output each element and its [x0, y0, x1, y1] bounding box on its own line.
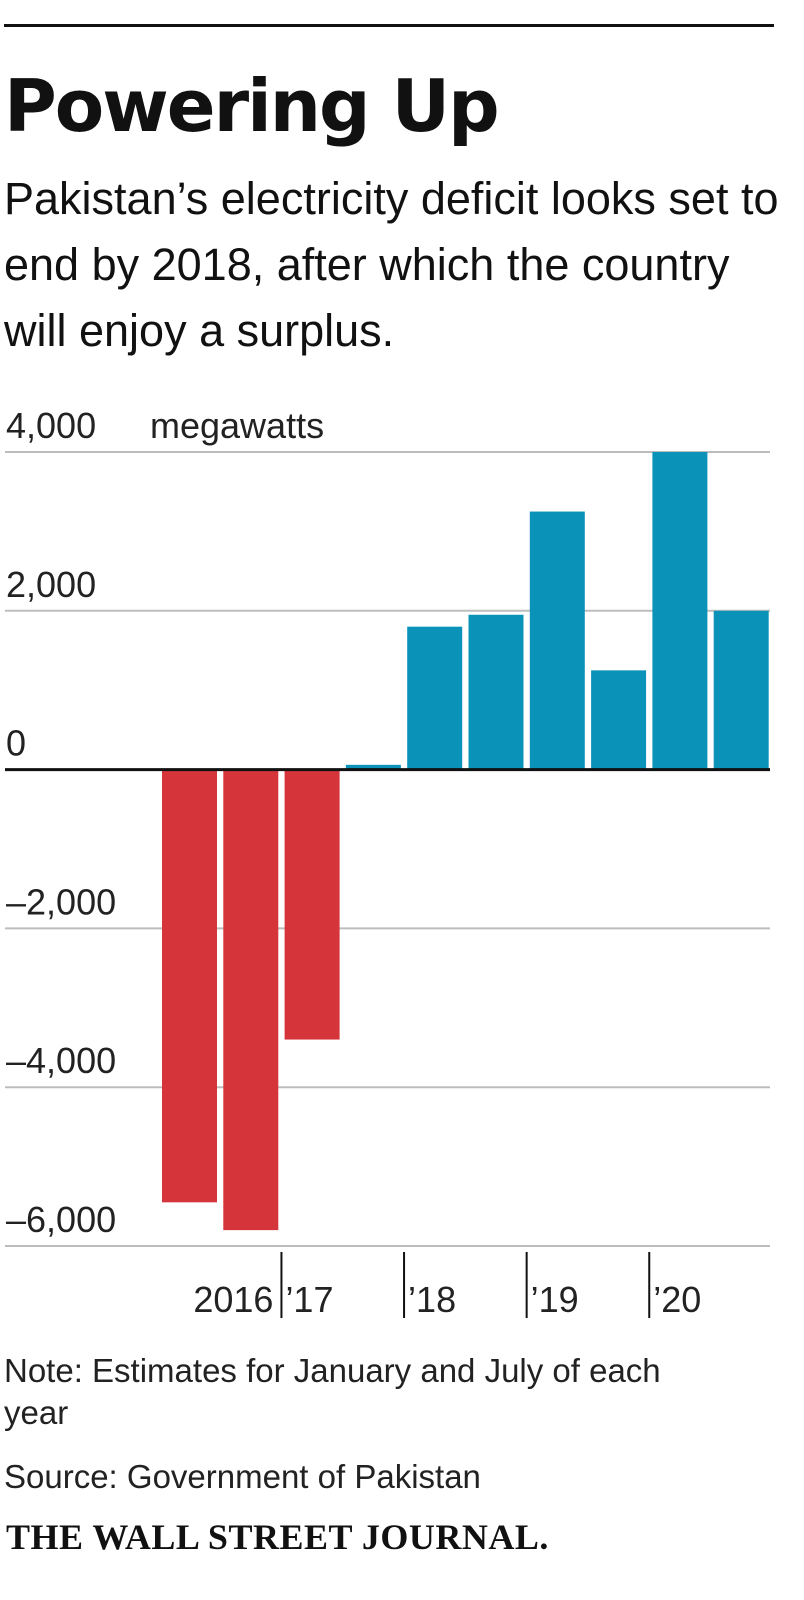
chart-subtitle: Pakistan’s electricity deficit looks set…	[4, 173, 779, 356]
chart-title: Powering Up	[4, 64, 500, 148]
bar-2	[284, 769, 340, 1040]
bars	[162, 452, 769, 1231]
bar-5	[468, 614, 524, 770]
bar-9	[713, 610, 769, 770]
bar-1	[223, 769, 279, 1231]
bar-0	[162, 769, 217, 1203]
bar-8	[652, 452, 708, 770]
bar-4	[407, 626, 463, 770]
x-tick-label: ’17	[285, 1279, 333, 1320]
y-tick-label: 4,000	[6, 405, 96, 446]
bar-chart: 4,000 megawatts 2,000 0 –2,000 –4,000 –6,000 2…	[5, 405, 770, 1320]
bar-6	[529, 511, 585, 770]
y-tick-label: 0	[6, 723, 26, 764]
y-tick-label: –2,000	[6, 881, 116, 922]
y-tick-label: 2,000	[6, 564, 96, 605]
chart-note: Note: Estimates for January and July of …	[4, 1352, 661, 1431]
y-tick-labels: 4,000 megawatts 2,000 0 –2,000 –4,000 –6,000	[6, 405, 324, 1240]
x-tick-label: ’18	[408, 1279, 456, 1320]
y-tick-label: –4,000	[6, 1040, 116, 1081]
x-axis: 2016 ’17 ’18 ’19 ’20	[193, 1252, 701, 1320]
x-tick-label: 2016	[193, 1279, 273, 1320]
gridlines	[5, 451, 770, 1247]
bar-7	[591, 670, 647, 770]
y-unit-label: megawatts	[150, 405, 324, 446]
x-tick-label: ’19	[531, 1279, 579, 1320]
bar-3	[345, 764, 401, 770]
chart-source: Source: Government of Pakistan	[4, 1458, 481, 1495]
publisher-logo: THE WALL STREET JOURNAL.	[6, 1517, 549, 1557]
x-tick-label: ’20	[653, 1279, 701, 1320]
y-tick-label: –6,000	[6, 1199, 116, 1240]
top-rule	[4, 24, 774, 27]
